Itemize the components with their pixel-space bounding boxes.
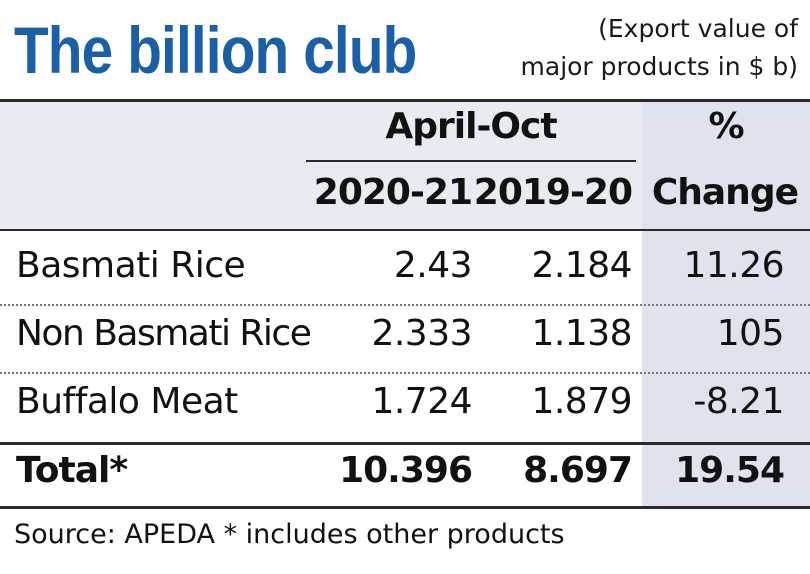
row-buffalo-change: -8.21 [693, 381, 784, 422]
row-non-basmati-2019-20: 1.138 [531, 313, 632, 354]
row-divider [0, 372, 810, 374]
total-bottom-rule [0, 506, 810, 509]
row-basmati-change: 11.26 [683, 245, 784, 286]
total-label: Total* [16, 450, 128, 491]
row-basmati-product: Basmati Rice [16, 245, 246, 286]
period-rule [306, 160, 636, 162]
row-non-basmati-2020-21: 2.333 [371, 313, 472, 354]
subtitle-line-2: major products in $ b) [520, 52, 798, 81]
total-top-rule [0, 442, 810, 445]
subtitle-line-1: (Export value of [598, 14, 798, 43]
change-header-percent: % [708, 106, 744, 147]
row-basmati-2020-21: 2.43 [393, 245, 473, 286]
row-buffalo-2020-21: 1.724 [371, 381, 472, 422]
row-non-basmati-change: 105 [716, 313, 785, 354]
top-rule [0, 99, 810, 102]
table-title: The billion club [14, 13, 417, 87]
row-non-basmati-product: Non Basmati Rice [16, 313, 312, 354]
total-change: 19.54 [675, 450, 785, 491]
table-subtitle: (Export value of major products in $ b) [518, 10, 798, 86]
row-buffalo-2019-20: 1.879 [531, 381, 632, 422]
row-divider [0, 304, 810, 306]
total-2020-21: 10.396 [339, 450, 473, 491]
row-buffalo-product: Buffalo Meat [16, 381, 238, 422]
source-note: Source: APEDA * includes other products [14, 519, 565, 550]
change-header-label: Change [651, 172, 799, 213]
total-2019-20: 8.697 [523, 450, 633, 491]
column-header-2019-20: 2019-20 [473, 172, 633, 213]
header-rule [0, 229, 810, 231]
column-header-2020-21: 2020-21 [313, 172, 473, 213]
period-header: April-Oct [385, 106, 557, 147]
row-basmati-2019-20: 2.184 [531, 245, 632, 286]
